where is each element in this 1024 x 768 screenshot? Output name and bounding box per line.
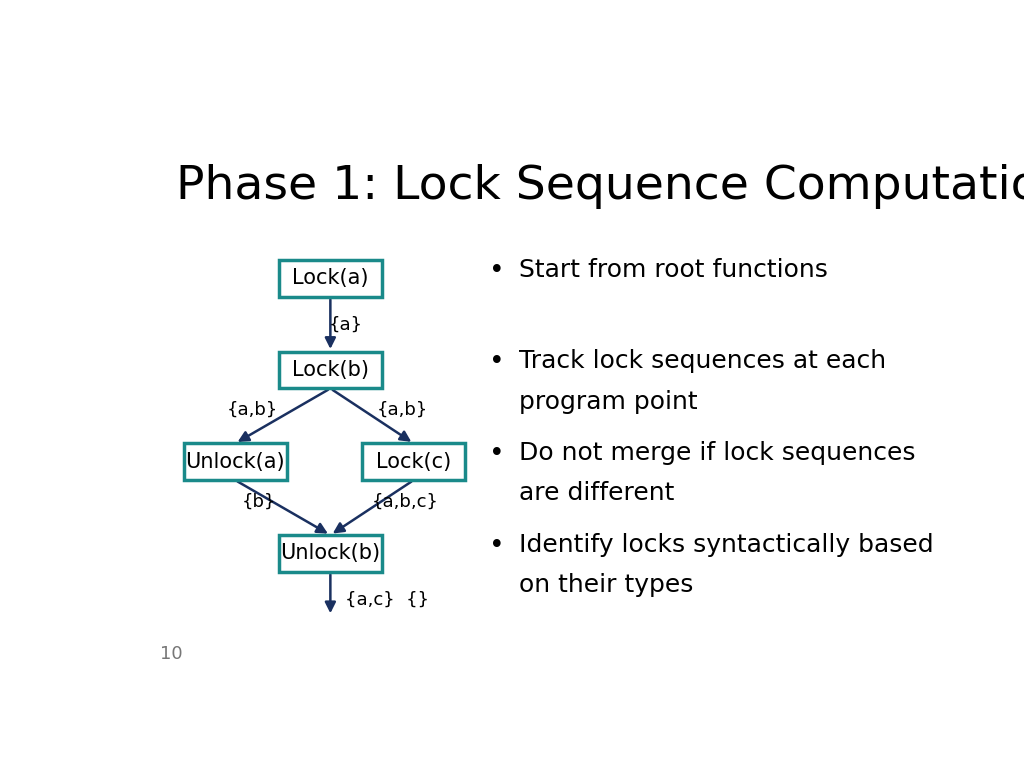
FancyBboxPatch shape bbox=[183, 443, 287, 480]
Text: •: • bbox=[489, 349, 505, 376]
FancyBboxPatch shape bbox=[279, 535, 382, 571]
Text: {a}: {a} bbox=[330, 316, 364, 333]
Text: Do not merge if lock sequences: Do not merge if lock sequences bbox=[519, 441, 915, 465]
Text: program point: program point bbox=[519, 389, 698, 414]
Text: on their types: on their types bbox=[519, 573, 693, 597]
Text: {a,c}  {}: {a,c} {} bbox=[345, 591, 429, 609]
Text: •: • bbox=[489, 441, 505, 467]
Text: {a,b,c}: {a,b,c} bbox=[372, 493, 439, 511]
FancyBboxPatch shape bbox=[279, 352, 382, 389]
Text: •: • bbox=[489, 258, 505, 283]
Text: Lock(b): Lock(b) bbox=[292, 360, 369, 380]
Text: 10: 10 bbox=[160, 645, 182, 663]
Text: {a,b}: {a,b} bbox=[377, 401, 428, 419]
Text: Unlock(a): Unlock(a) bbox=[185, 452, 285, 472]
FancyBboxPatch shape bbox=[362, 443, 465, 480]
Text: {b}: {b} bbox=[242, 493, 276, 511]
Text: Track lock sequences at each: Track lock sequences at each bbox=[519, 349, 887, 373]
Text: Phase 1: Lock Sequence Computation: Phase 1: Lock Sequence Computation bbox=[176, 164, 1024, 209]
Text: •: • bbox=[489, 533, 505, 559]
Text: Start from root functions: Start from root functions bbox=[519, 258, 828, 282]
Text: Identify locks syntactically based: Identify locks syntactically based bbox=[519, 533, 934, 557]
Text: Unlock(b): Unlock(b) bbox=[281, 544, 381, 564]
Text: are different: are different bbox=[519, 482, 675, 505]
Text: Lock(a): Lock(a) bbox=[292, 269, 369, 289]
FancyBboxPatch shape bbox=[279, 260, 382, 296]
Text: Lock(c): Lock(c) bbox=[376, 452, 452, 472]
Text: {a,b}: {a,b} bbox=[227, 401, 279, 419]
